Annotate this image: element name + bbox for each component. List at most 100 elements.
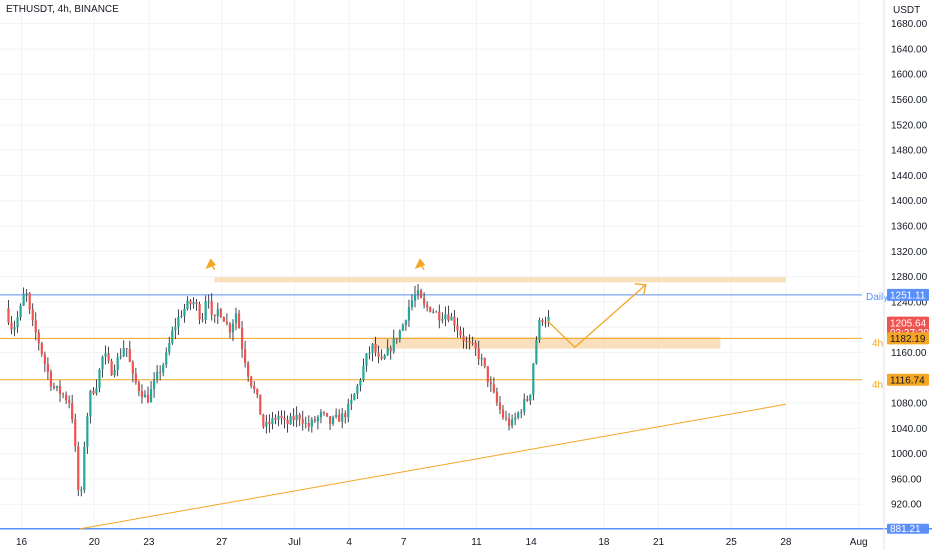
candle-down bbox=[46, 363, 49, 372]
candle-down bbox=[344, 413, 347, 418]
y-tick-label: 1280.00 bbox=[891, 272, 928, 283]
y-tick-label: 1080.00 bbox=[891, 399, 928, 410]
candle-down bbox=[280, 415, 283, 419]
candle-up bbox=[450, 316, 453, 321]
candle-up bbox=[514, 417, 517, 420]
candle-down bbox=[374, 343, 377, 353]
candle-up bbox=[192, 302, 195, 305]
y-tick-label: 1640.00 bbox=[891, 44, 928, 55]
candle-down bbox=[28, 293, 31, 310]
candle-up bbox=[180, 315, 183, 318]
candle-up bbox=[410, 300, 414, 307]
levels: Daily 4h 4h bbox=[0, 292, 932, 530]
candle-down bbox=[423, 297, 426, 305]
candle-down bbox=[159, 371, 162, 373]
grid bbox=[0, 0, 862, 530]
candle-up bbox=[113, 370, 116, 376]
candle-up bbox=[22, 293, 25, 306]
candle-up bbox=[335, 414, 338, 417]
candle-up bbox=[204, 301, 207, 320]
candle-up bbox=[162, 364, 165, 373]
candle-up bbox=[532, 363, 535, 395]
candle-down bbox=[189, 300, 192, 305]
y-tick-label: 1520.00 bbox=[891, 120, 928, 131]
candle-down bbox=[125, 348, 128, 350]
candle-down bbox=[34, 320, 37, 333]
price-labels: 1251.111205.6403:37:201182.191116.74881.… bbox=[887, 288, 929, 535]
candle-down bbox=[110, 361, 113, 376]
candle-down bbox=[49, 371, 53, 387]
candle-down bbox=[222, 317, 225, 322]
x-tick-label: 7 bbox=[401, 537, 407, 548]
peak-marker-icon bbox=[205, 258, 216, 271]
candle-down bbox=[447, 314, 450, 321]
x-tick-label: 11 bbox=[471, 537, 482, 548]
candle-up bbox=[517, 412, 520, 418]
candle-up bbox=[480, 357, 483, 360]
middle-demand-zone bbox=[372, 337, 721, 349]
candle-up bbox=[152, 379, 156, 390]
candle-up bbox=[143, 394, 147, 398]
candle-down bbox=[453, 316, 456, 326]
candle-up bbox=[547, 317, 550, 323]
current-price-tag: 1205.64 bbox=[890, 319, 927, 330]
y-tick-label: 960.00 bbox=[891, 474, 922, 485]
candle-up bbox=[510, 419, 514, 426]
candle-up bbox=[359, 380, 362, 386]
candle-down bbox=[137, 382, 141, 392]
x-tick-label: 14 bbox=[526, 537, 538, 548]
candle-up bbox=[362, 365, 365, 381]
projection-path bbox=[547, 284, 647, 349]
candle-down bbox=[71, 402, 74, 420]
y-tick-label: 1040.00 bbox=[891, 424, 928, 435]
x-tick-label: 23 bbox=[143, 537, 155, 548]
candle-down bbox=[486, 366, 489, 382]
candle-down bbox=[328, 416, 332, 424]
candle-up bbox=[295, 414, 298, 421]
y-tick-label: 1480.00 bbox=[891, 146, 928, 157]
candle-down bbox=[107, 353, 110, 362]
candle-down bbox=[213, 314, 216, 317]
h4-lower-price-tag: 1116.74 bbox=[890, 375, 925, 386]
x-tick-label: 25 bbox=[726, 537, 738, 548]
candle-down bbox=[274, 417, 277, 420]
candle-up bbox=[265, 421, 268, 427]
candle-up bbox=[371, 343, 374, 354]
candle-down bbox=[68, 400, 71, 403]
candle-down bbox=[322, 412, 326, 414]
daily-price-tag: 1251.11 bbox=[890, 290, 926, 301]
candle-down bbox=[292, 416, 295, 421]
candle-up bbox=[529, 394, 532, 401]
candle-down bbox=[7, 308, 10, 323]
candle-down bbox=[140, 391, 144, 398]
candle-up bbox=[55, 386, 59, 388]
candle-down bbox=[307, 422, 310, 427]
candle-down bbox=[501, 409, 505, 418]
candle-up bbox=[234, 313, 238, 324]
upper-resistance-zone bbox=[214, 277, 786, 283]
candle-down bbox=[240, 328, 244, 350]
candle-down bbox=[426, 304, 429, 308]
candle-down bbox=[504, 417, 508, 419]
markers bbox=[205, 258, 426, 271]
candle-up bbox=[104, 353, 107, 357]
candle-down bbox=[298, 414, 301, 419]
candle-down bbox=[389, 347, 392, 352]
candle-up bbox=[401, 325, 404, 331]
x-tick-label: 4 bbox=[346, 537, 352, 548]
candle-down bbox=[419, 290, 423, 298]
candle-up bbox=[347, 403, 350, 418]
candle-down bbox=[498, 402, 502, 410]
candle-up bbox=[304, 422, 307, 424]
candle-down bbox=[438, 311, 441, 321]
x-tick-label: 28 bbox=[780, 537, 792, 548]
candle-down bbox=[201, 319, 204, 321]
candle-up bbox=[186, 300, 189, 309]
candle-down bbox=[526, 399, 529, 401]
candle-up bbox=[231, 323, 235, 333]
candle-up bbox=[277, 415, 280, 420]
candle-down bbox=[459, 330, 462, 336]
ascending-trendline bbox=[79, 403, 786, 530]
